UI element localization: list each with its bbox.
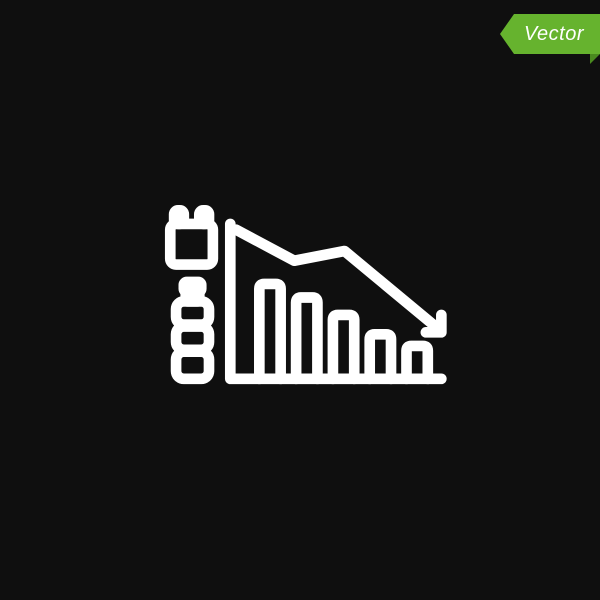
ribbon-fold bbox=[590, 54, 600, 64]
vector-ribbon: Vector bbox=[500, 14, 600, 54]
ribbon-notch bbox=[500, 14, 514, 54]
plastic-reduction-chart-icon bbox=[145, 191, 455, 409]
stock-icon-canvas: Vector bbox=[0, 0, 600, 600]
ribbon-label: Vector bbox=[514, 14, 600, 54]
